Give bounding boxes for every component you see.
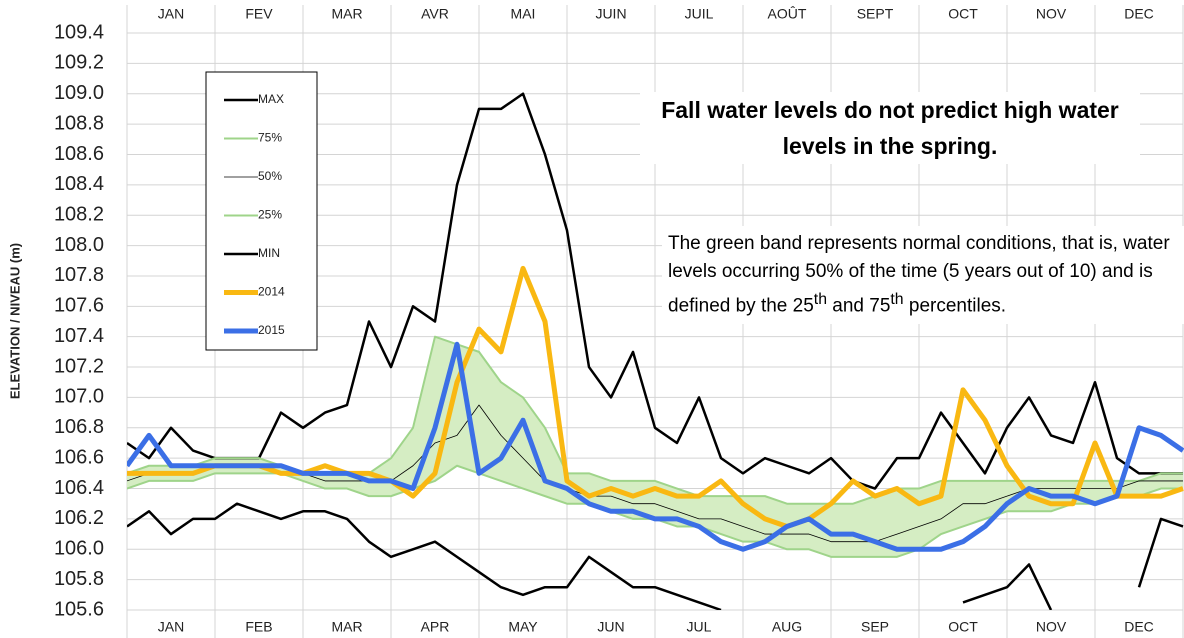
y-tick-label: 107.2	[54, 355, 104, 377]
y-tick-label: 107.4	[54, 325, 104, 347]
y-tick-label: 106.0	[54, 538, 104, 560]
y-tick-label: 106.8	[54, 416, 104, 438]
y-tick-label: 105.6	[54, 598, 104, 620]
x-tick-label: NOV	[1036, 619, 1067, 635]
y-tick-label: 108.4	[54, 173, 104, 195]
x-tick-label: FEB	[245, 619, 272, 635]
x-tick-label: MAY	[508, 619, 538, 635]
series-line	[127, 341, 1184, 552]
legend-label: 2015	[258, 323, 285, 337]
plot-area	[127, 92, 1184, 610]
legend-box	[205, 71, 318, 351]
x2-tick-label: AVR	[421, 6, 449, 22]
y-axis-label: ELEVATION / NIVEAU (m)	[7, 243, 22, 399]
axes: 105.6 105.8 106.0 106.2 106.4 106.6 106.8 107.0…	[54, 6, 1154, 635]
y-tick-label: 109.0	[54, 82, 104, 104]
x2-tick-label: NOV	[1036, 6, 1067, 22]
x2-tick-label: MAR	[331, 6, 362, 22]
x2-tick-label: AOÛT	[768, 6, 807, 22]
x-tick-label: OCT	[948, 619, 978, 635]
x2-tick-label: OCT	[948, 6, 978, 22]
series-line	[127, 502, 1184, 610]
legend-label: MIN	[258, 246, 280, 260]
y-tick-label: 108.6	[54, 143, 104, 165]
x2-tick-label: DEC	[1124, 6, 1154, 22]
x2-tick-label: JAN	[158, 6, 184, 22]
note-text: percentiles.	[903, 295, 1007, 317]
annotation-note: The green band represents normal conditi…	[662, 226, 1184, 325]
x-tick-label: JAN	[158, 619, 184, 635]
y-tick-label: 107.8	[54, 264, 104, 286]
x-tick-label: MAR	[331, 619, 362, 635]
y-tick-label: 106.2	[54, 507, 104, 529]
x-tick-label: AUG	[772, 619, 802, 635]
y-tick-label: 107.0	[54, 386, 104, 408]
y-tick-label: 109.4	[54, 21, 104, 43]
x2-tick-label: JUIL	[685, 6, 714, 22]
x-tick-label: APR	[421, 619, 450, 635]
legend-label: 25%	[258, 208, 282, 222]
series-line	[127, 92, 1183, 490]
note-sup: th	[813, 291, 827, 308]
y-tick-label: 108.0	[54, 234, 104, 256]
x2-tick-label: FEV	[245, 6, 273, 22]
y-tick-label: 107.6	[54, 295, 104, 317]
x2-tick-label: JUIN	[595, 6, 626, 22]
legend-label: 50%	[258, 169, 282, 183]
legend-label: MAX	[258, 92, 284, 106]
x2-tick-label: MAI	[511, 6, 536, 22]
y-tick-label: 109.2	[54, 52, 104, 74]
x-tick-label: SEP	[861, 619, 889, 635]
legend-label: 2014	[258, 285, 285, 299]
x-tick-label: JUN	[597, 619, 624, 635]
legend: MAX 75% 50% 25% MIN 2014 2015	[205, 71, 318, 351]
x-tick-label: DEC	[1124, 619, 1154, 635]
y-tick-label: 106.4	[54, 477, 104, 499]
y-tick-label: 105.8	[54, 568, 104, 590]
x2-tick-label: SEPT	[857, 6, 894, 22]
legend-label: 75%	[258, 131, 282, 145]
y-tick-label: 106.6	[54, 446, 104, 468]
y-tick-label: 108.2	[54, 203, 104, 225]
y-tick-label: 108.8	[54, 112, 104, 134]
note-sup: th	[890, 291, 904, 308]
note-text: The green band represents normal conditi…	[668, 233, 1170, 317]
x-tick-label: JUL	[687, 619, 712, 635]
note-text: and 75	[827, 295, 891, 317]
annotation-title: Fall water levels do not predict high wa…	[640, 92, 1140, 164]
